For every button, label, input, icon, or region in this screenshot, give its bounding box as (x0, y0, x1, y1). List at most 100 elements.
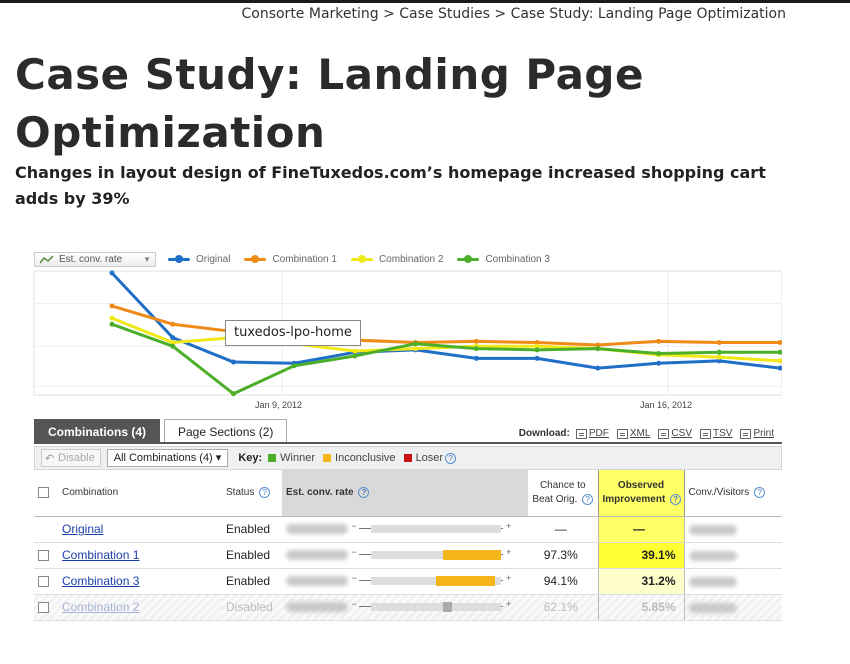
row-checkbox[interactable] (38, 576, 49, 588)
metric-selector-label: Est. conv. rate (59, 254, 123, 265)
print-icon (740, 428, 752, 439)
blurred-rate-value (286, 602, 348, 613)
range-track (371, 603, 502, 612)
data-point (716, 340, 722, 346)
download-pdf-link[interactable]: PDF (575, 428, 609, 439)
row-checkbox[interactable] (38, 550, 49, 562)
help-icon[interactable]: ? (670, 493, 682, 505)
combination-name-cell: Original (58, 516, 222, 543)
pdf-icon (575, 428, 587, 439)
data-point (170, 340, 176, 346)
key-label: Key: (238, 452, 263, 464)
range-plus: + (506, 547, 512, 558)
data-point (777, 358, 782, 364)
download-label: Download: (518, 428, 570, 439)
table-row: Combination 3 Enabled − +94.1% 31.2% (34, 568, 782, 595)
help-icon[interactable]: ? (259, 487, 271, 499)
select-all-checkbox[interactable] (38, 487, 49, 499)
data-point (352, 348, 358, 354)
combination-link[interactable]: Combination 2 (62, 600, 140, 614)
series-line (111, 322, 780, 396)
combination-link[interactable]: Combination 3 (62, 574, 140, 588)
range-track (371, 525, 502, 534)
est-conv-rate-cell: − + (282, 594, 528, 621)
disable-button[interactable]: ↶ Disable (41, 449, 101, 467)
legend-item[interactable]: Combination 3 (457, 254, 550, 265)
est-conv-rate-cell: − + (282, 568, 528, 595)
help-icon[interactable]: ? (358, 487, 370, 499)
data-point (534, 340, 540, 346)
series-line (111, 304, 780, 347)
chance-to-beat-cell: 62.1% (528, 594, 598, 621)
data-point (595, 346, 601, 352)
key-loser-label: Loser (415, 452, 444, 464)
disable-button-label: Disable (58, 452, 95, 464)
data-point (109, 315, 115, 321)
breadcrumb-item-case-studies[interactable]: Case Studies (399, 6, 490, 22)
chart-series (109, 270, 782, 397)
data-point (656, 360, 662, 366)
data-point (534, 355, 540, 361)
blurred-conv-visitors (688, 602, 737, 613)
tab-page-sections[interactable]: Page Sections (2) (164, 419, 288, 443)
data-point (534, 343, 540, 349)
data-point (777, 365, 782, 371)
data-point (413, 341, 419, 347)
data-point (230, 359, 236, 365)
metric-selector[interactable]: Est. conv. rate ▼ (34, 252, 156, 267)
header-conv-visitors[interactable]: Conv./Visitors ? (684, 470, 782, 517)
legend-item[interactable]: Combination 2 (350, 254, 444, 265)
header-observed-improvement[interactable]: Observed Improvement ? (597, 470, 685, 517)
range-minus: − (351, 573, 357, 584)
breadcrumb: Consorte Marketing > Case Studies > Case… (241, 6, 786, 22)
header-status[interactable]: Status ? (222, 470, 282, 517)
legend-item[interactable]: Combination 1 (244, 254, 337, 265)
print-link[interactable]: Print (740, 428, 774, 439)
chart-legend: Original Combination 1 Combination 2 Combin… (168, 252, 564, 267)
header-chance-to-beat[interactable]: Chance to Beat Orig. ? (528, 470, 598, 517)
download-xml-label: XML (629, 428, 651, 439)
combination-filter-select[interactable]: All Combinations (4) ▾ (106, 449, 229, 467)
data-point (230, 391, 236, 397)
legend-item[interactable]: Original (168, 254, 230, 265)
download-xml-link[interactable]: XML (616, 428, 651, 439)
breadcrumb-separator: > (383, 6, 395, 22)
legend-label: Combination 2 (378, 254, 444, 265)
download-bar: Download: PDF XML CSV TSV Print (519, 428, 774, 439)
row-checkbox[interactable] (38, 602, 49, 614)
combination-link[interactable]: Combination 1 (62, 548, 140, 562)
est-conv-rate-cell: − + (282, 542, 528, 569)
breadcrumb-item-home[interactable]: Consorte Marketing (241, 6, 379, 22)
legend-label: Combination 3 (485, 254, 550, 265)
legend-label: Original (196, 254, 231, 265)
breadcrumb-item-current: Case Study: Landing Page Optimization (510, 6, 786, 22)
download-csv-link[interactable]: CSV (658, 428, 692, 439)
data-point (595, 342, 601, 348)
data-point (413, 346, 419, 352)
combination-name-cell: Combination 2 (58, 594, 222, 621)
chance-to-beat-cell: 94.1% (528, 568, 598, 595)
table-header-row: Combination Status ? Est. conv. rate ? C… (34, 470, 782, 517)
chart-tooltip: tuxedos-lpo-home (225, 320, 361, 346)
legend-swatch (168, 255, 190, 263)
range-minus: − (351, 521, 357, 532)
key-winner-label: Winner (280, 452, 316, 464)
tab-combinations[interactable]: Combinations (4) (34, 419, 160, 443)
header-rate-label: Est. conv. rate (286, 487, 354, 499)
key-winner: Winner (268, 452, 315, 464)
header-est-conv-rate[interactable]: Est. conv. rate ? (282, 470, 528, 517)
download-tsv-link[interactable]: TSV (699, 428, 732, 439)
range-plus: + (506, 599, 512, 610)
row-select-cell (34, 568, 58, 595)
undo-icon: ↶ (45, 453, 55, 465)
combination-link[interactable]: Original (62, 522, 104, 536)
key-loser: Loser? (403, 452, 457, 464)
help-icon[interactable]: ? (754, 487, 766, 499)
help-icon[interactable]: ? (582, 493, 594, 505)
blurred-rate-value (286, 576, 348, 587)
help-icon[interactable]: ? (445, 452, 457, 464)
combinations-table: Combination Status ? Est. conv. rate ? C… (34, 470, 782, 621)
blurred-conv-visitors (688, 576, 737, 587)
header-combination[interactable]: Combination (58, 470, 222, 517)
combination-name-cell: Combination 1 (58, 542, 222, 569)
